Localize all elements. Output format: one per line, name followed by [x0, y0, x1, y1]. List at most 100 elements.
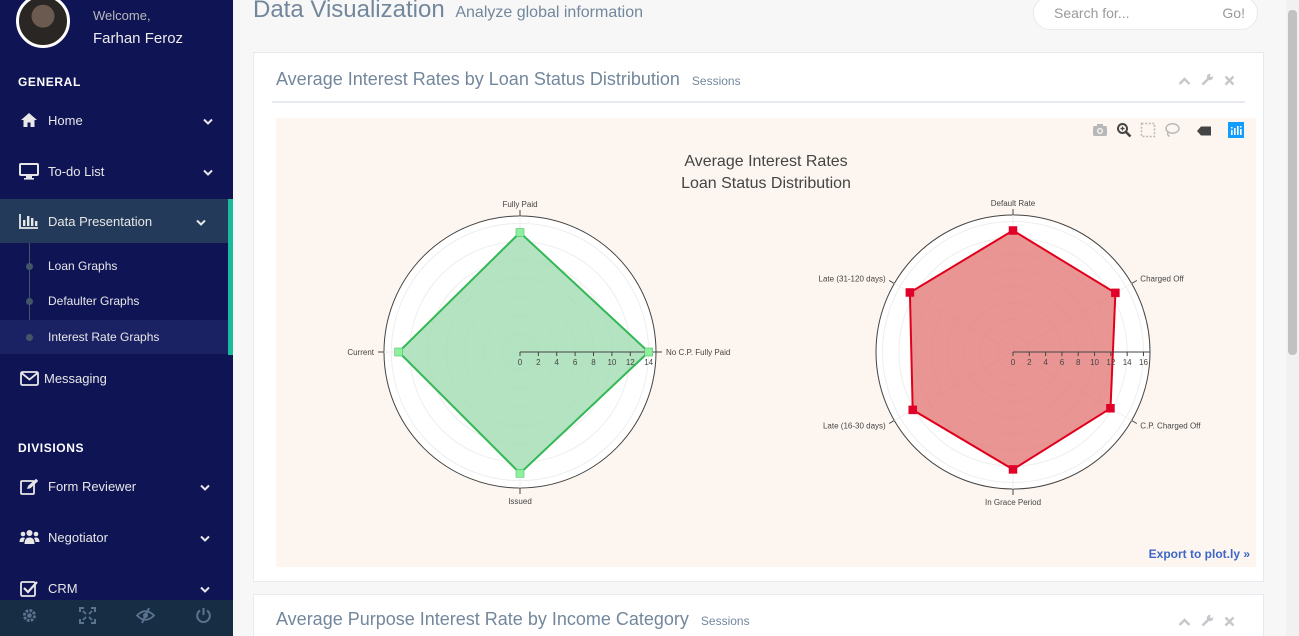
avatar[interactable] [16, 0, 70, 48]
radar-data-point [1111, 288, 1120, 298]
scrollbar[interactable] [1286, 0, 1299, 636]
sidebar-subitem-interest-rate-graphs[interactable]: Interest Rate Graphs [0, 320, 228, 354]
check-square-icon [18, 580, 40, 597]
radar-radial-tick-label: 14 [644, 358, 653, 367]
radar-category-label: Default Rate [991, 199, 1036, 208]
sidebar-item-todo[interactable]: To-do List [0, 149, 233, 193]
radar-radial-tick-label: 0 [518, 358, 523, 367]
settings-icon [21, 607, 38, 629]
radar-data-point [1106, 404, 1115, 413]
radar-radial-tick-label: 12 [1106, 358, 1115, 367]
sidebar-subitem-label: Loan Graphs [48, 259, 118, 273]
welcome-text: Welcome, [93, 8, 151, 23]
sidebar-item-messaging[interactable]: Messaging [0, 356, 233, 400]
close-icon[interactable] [1224, 73, 1235, 91]
panel-title-text: Average Interest Rates by Loan Status Di… [276, 69, 680, 89]
box-select-icon[interactable] [1140, 122, 1156, 143]
page-title: Data Visualization Analyze global inform… [253, 0, 643, 24]
radar-data-point [908, 405, 917, 415]
plot-title-line2: Loan Status Distribution [681, 175, 851, 192]
eye-slash-icon [135, 607, 156, 629]
sidebar-item-home[interactable]: Home [0, 98, 233, 142]
plotly-logo-icon[interactable] [1228, 122, 1244, 143]
panel-tools [1178, 614, 1235, 632]
page-subtitle: Analyze global information [455, 4, 644, 21]
profile: Welcome, Farhan Feroz [0, 0, 233, 60]
fullscreen-button[interactable] [58, 600, 116, 636]
wrench-icon[interactable] [1201, 614, 1214, 632]
radar-radial-tick-label: 16 [1139, 358, 1148, 367]
hover-compare-icon[interactable] [1196, 124, 1212, 142]
radar-radial-tick-label: 14 [1123, 358, 1132, 367]
sidebar-subitem-loan-graphs[interactable]: Loan Graphs [0, 249, 228, 283]
bullet-icon [26, 262, 33, 270]
sidebar-item-form-reviewer[interactable]: Form Reviewer [0, 464, 233, 508]
home-icon [18, 112, 40, 128]
sidebar-item-crm[interactable]: CRM [0, 566, 233, 610]
radar-radial-tick-label: 8 [1076, 358, 1081, 367]
radar-data-point [1008, 465, 1018, 474]
settings-button[interactable] [0, 600, 58, 636]
camera-icon[interactable] [1092, 123, 1108, 142]
logout-button[interactable] [175, 600, 233, 636]
panel-title: Average Purpose Interest Rate by Income … [276, 609, 750, 630]
radar-radial-tick-label: 4 [555, 358, 560, 367]
lock-button[interactable] [117, 600, 175, 636]
search-go-button[interactable]: Go! [1222, 5, 1245, 21]
data-presentation-submenu: Loan Graphs Defaulter Graphs Interest Ra… [0, 243, 233, 355]
panel-tag: Sessions [691, 74, 741, 88]
lasso-icon[interactable] [1164, 122, 1180, 143]
sidebar-item-label: To-do List [48, 163, 105, 179]
sidebar-footer [0, 600, 233, 636]
chart-panel-2: Average Purpose Interest Rate by Income … [253, 594, 1264, 636]
zoom-icon[interactable] [1116, 122, 1132, 143]
scrollbar-thumb[interactable] [1288, 10, 1297, 355]
bullet-icon [26, 297, 33, 305]
section-title-general: GENERAL [18, 75, 81, 89]
radar-radial-tick-label: 6 [1060, 358, 1065, 367]
close-icon[interactable] [1224, 614, 1235, 632]
collapse-icon[interactable] [1178, 73, 1191, 91]
export-plotly-link[interactable]: Export to plot.ly » [1148, 547, 1250, 561]
radar-angular-tick [1131, 280, 1138, 284]
radar-category-label: C.P. Charged Off [1140, 422, 1201, 431]
panel-tools [1178, 73, 1235, 91]
radar-angular-tick [888, 420, 895, 424]
panel-tag: Sessions [700, 614, 750, 628]
power-icon [195, 607, 212, 629]
sidebar-item-label: Home [48, 112, 83, 128]
collapse-icon[interactable] [1178, 614, 1191, 632]
panel-title: Average Interest Rates by Loan Status Di… [276, 69, 741, 90]
sidebar-subitem-defaulter-graphs[interactable]: Defaulter Graphs [0, 284, 228, 318]
envelope-icon [18, 370, 40, 386]
plot-title-line1: Average Interest Rates [684, 153, 848, 170]
chart-panel: Average Interest Rates by Loan Status Di… [253, 52, 1264, 582]
sidebar-item-label: Messaging [44, 370, 107, 386]
radar-radial-tick-label: 12 [626, 358, 635, 367]
radar-category-label: Late (31-120 days) [819, 275, 886, 284]
chevron-down-icon [203, 165, 213, 180]
radar-radial-tick-label: 2 [1027, 358, 1032, 367]
plot-modebar [1092, 122, 1244, 143]
search-box: Go! [1033, 0, 1258, 30]
bullet-icon [26, 333, 33, 341]
section-title-divisions: DIVISIONS [18, 441, 85, 455]
page-title-text: Data Visualization [253, 0, 445, 23]
radar-data-point [515, 228, 525, 237]
desktop-icon [18, 162, 40, 180]
radar-radial-tick-label: 0 [1011, 358, 1016, 367]
radar-category-label: Current [347, 348, 374, 357]
radar-radial-tick-label: 10 [1090, 358, 1099, 367]
radar-radial-tick-label: 2 [536, 358, 541, 367]
radar-radial-tick-label: 6 [573, 358, 578, 367]
wrench-icon[interactable] [1201, 73, 1214, 91]
sidebar-item-label: Data Presentation [48, 213, 153, 229]
edit-icon [18, 478, 40, 495]
radar-charts: 0 2 4 6 8 10 12 14 Fully Paid Current Issued No C.P… [347, 199, 1201, 507]
sidebar-item-data-presentation[interactable]: Data Presentation [0, 199, 233, 243]
search-input[interactable] [1054, 5, 1204, 21]
radar-radial-tick-label: 4 [1043, 358, 1048, 367]
sidebar-item-negotiator[interactable]: Negotiator [0, 515, 233, 559]
radar-category-label: Fully Paid [502, 200, 537, 209]
radar-angular-tick [1131, 420, 1138, 424]
